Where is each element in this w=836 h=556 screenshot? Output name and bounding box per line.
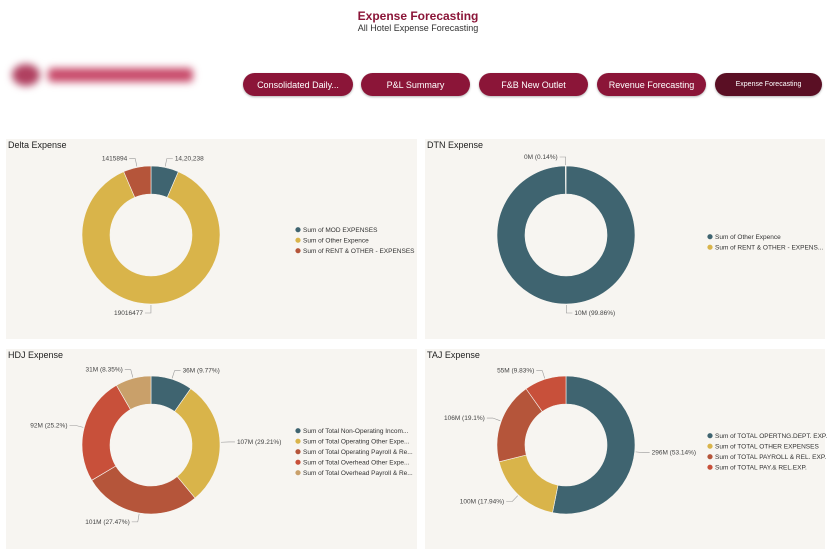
page-title: Expense Forecasting (357, 9, 479, 23)
legend-marker (295, 248, 301, 254)
data-label: 10M (99.86%) (574, 310, 615, 317)
slice-sum-of-other-expence[interactable] (81, 171, 221, 305)
leader-line (486, 417, 501, 422)
page-subtitle: All Hotel Expense Forecasting (357, 23, 479, 33)
legend-entry[interactable]: Sum of MOD EXPENSES (303, 227, 378, 234)
delta-expense-donut-chart: 14,20,238 Sum of MOD EXPENSES 19016477 Sum … (81, 156, 415, 317)
legend-entry[interactable]: Sum of Other Expence (715, 234, 781, 241)
legend-marker (295, 237, 301, 243)
legend-marker (707, 443, 713, 449)
dtn-expense-donut-chart: 10M (99.86%) Sum of Other Expence 0M (0.14… (496, 154, 823, 317)
slice-sum-of-rent-other-expenses[interactable] (123, 165, 152, 198)
slice-sum-of-rent-other-expens[interactable] (565, 165, 567, 195)
legend-marker (707, 244, 713, 250)
slice-sum-of-total-opertng-dept-exp[interactable] (552, 375, 636, 515)
data-label: 296M (53.14%) (652, 450, 696, 457)
slice-sum-of-total-operating-payroll-re[interactable] (91, 465, 196, 515)
nav-pl-summary-button[interactable]: P&L Summary (361, 73, 470, 96)
delta-expense-title: Delta Expense (8, 140, 67, 150)
nav-consolidated-daily-button[interactable]: Consolidated Daily... (243, 73, 353, 96)
data-label: 55M (9.83%) (497, 368, 534, 375)
nav-revenue-forecasting-button[interactable]: Revenue Forecasting (597, 73, 706, 96)
legend-entry[interactable]: Sum of TOTAL OPERTNG.DEPT. EXP. (715, 433, 827, 440)
legend-marker (707, 454, 713, 460)
nav-fb-new-outlet-button[interactable]: F&B New Outlet (479, 73, 588, 96)
leader-line (129, 158, 138, 167)
data-label: 101M (27.47%) (85, 519, 129, 526)
hdj-expense-panel: HDJ Expense 36M (9.77%) Sum of Total Non-… (6, 349, 417, 549)
data-label: 31M (8.35%) (86, 367, 123, 374)
leader-line (559, 156, 566, 166)
slice-sum-of-total-other-expenses[interactable] (498, 454, 559, 514)
legend-marker (295, 459, 301, 465)
nav-expense-forecasting-button[interactable]: Expense Forecasting (715, 73, 822, 96)
leader-line (171, 370, 181, 379)
company-logo (8, 60, 194, 90)
leader-line (124, 369, 134, 378)
leader-line (506, 495, 518, 502)
legend-entry[interactable]: Sum of RENT & OTHER - EXPENSES (303, 248, 415, 255)
slice-sum-of-total-overhead-payroll-re[interactable] (116, 375, 152, 410)
legend-entry[interactable]: Sum of TOTAL PAYROLL & REL. EXP. (715, 454, 826, 461)
legend-entry[interactable]: Sum of Total Non-Operating Incom... (303, 428, 409, 435)
legend-entry[interactable]: Sum of Total Operating Other Expe... (303, 439, 410, 446)
legend-entry[interactable]: Sum of Total Operating Payroll & Re... (303, 449, 413, 456)
legend-marker (295, 470, 301, 476)
data-label: 36M (9.77%) (183, 368, 220, 375)
legend-marker (707, 234, 713, 240)
leader-line (566, 304, 573, 314)
hdj-expense-donut-chart: 36M (9.77%) Sum of Total Non-Operating In… (30, 367, 413, 526)
leader-line (144, 304, 152, 314)
data-label: 106M (19.1%) (444, 415, 485, 422)
data-label: 100M (17.94%) (460, 499, 504, 506)
slice-sum-of-other-expence[interactable] (496, 165, 636, 305)
legend-marker (295, 227, 301, 233)
leader-line (131, 513, 140, 523)
leader-line (69, 425, 84, 428)
data-label: 19016477 (114, 310, 143, 317)
legend-marker (707, 433, 713, 439)
leader-line (164, 158, 173, 167)
delta-expense-panel: Delta Expense 14,20,238 Sum of MOD EXPENS… (6, 139, 417, 339)
data-label: 1415894 (102, 156, 128, 163)
data-label: 107M (29.21%) (237, 439, 281, 446)
legend-marker (707, 464, 713, 470)
leader-line (536, 370, 546, 379)
data-label: 92M (25.2%) (30, 422, 67, 429)
legend-entry[interactable]: Sum of Total Overhead Other Expe... (303, 460, 410, 467)
hdj-expense-title: HDJ Expense (8, 350, 64, 360)
leader-line (635, 451, 650, 453)
data-label: 0M (0.14%) (524, 154, 558, 161)
taj-expense-donut-chart: 296M (53.14%) Sum of TOTAL OPERTNG.DEPT. … (444, 368, 827, 515)
legend-entry[interactable]: Sum of Other Expence (303, 238, 369, 245)
taj-expense-panel: TAJ Expense 296M (53.14%) Sum of TOTAL OP… (425, 349, 827, 549)
legend-entry[interactable]: Sum of Total Overhead Payroll & Re... (303, 470, 413, 477)
legend-entry[interactable]: Sum of TOTAL OTHER EXPENSES (715, 444, 819, 451)
dtn-expense-panel: DTN Expense 10M (99.86%) Sum of Other Exp… (425, 139, 825, 339)
data-label: 14,20,238 (175, 156, 204, 163)
legend-entry[interactable]: Sum of RENT & OTHER - EXPENS... (715, 245, 823, 252)
legend-marker (295, 428, 301, 434)
slice-sum-of-total-pay-rel-exp[interactable] (525, 375, 567, 412)
legend-entry[interactable]: Sum of TOTAL PAY.& REL.EXP. (715, 465, 807, 472)
dtn-expense-title: DTN Expense (427, 140, 484, 150)
slice-sum-of-total-overhead-other-expe[interactable] (81, 384, 131, 481)
taj-expense-title: TAJ Expense (427, 350, 480, 360)
legend-marker (295, 449, 301, 455)
legend-marker (295, 438, 301, 444)
